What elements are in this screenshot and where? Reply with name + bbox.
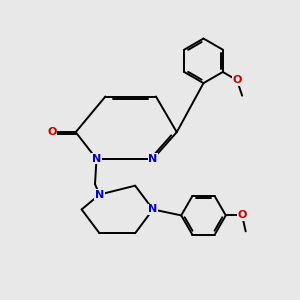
Text: O: O [232,75,242,85]
Text: N: N [95,190,104,200]
Text: N: N [148,154,158,164]
Text: N: N [148,204,158,214]
Text: O: O [47,127,57,137]
Text: N: N [92,154,101,164]
Text: O: O [238,210,247,220]
